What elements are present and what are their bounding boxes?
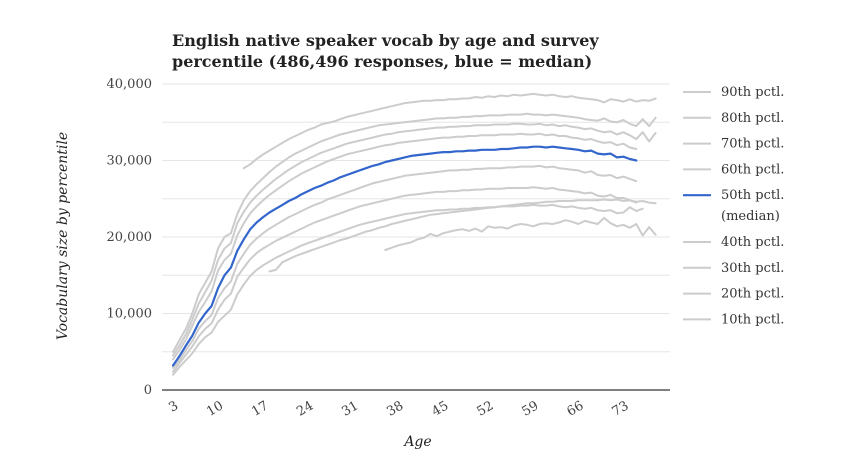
legend-label-secondary: (median)	[721, 209, 780, 224]
legend-item: 20th pctl.	[683, 287, 784, 302]
series-line-80th-pctl	[172, 112, 657, 353]
legend-item: 80th pctl.	[683, 111, 784, 126]
y-tick-label: 0	[144, 383, 152, 398]
legend-label: 30th pctl.	[721, 261, 784, 276]
y-axis-title: Vocabulary size by percentile	[55, 132, 71, 340]
x-tick-labels: 3 10 17 24 31 38 45 52 59 66 73	[166, 398, 631, 419]
legend: 90th pctl. 80th pctl. 70th pctl. 60th pctl.…	[683, 85, 784, 327]
series-line-low-band	[384, 216, 657, 251]
legend-item: 50th pctl. (median)	[683, 188, 784, 224]
legend-label: 20th pctl.	[721, 287, 784, 302]
legend-item: 70th pctl.	[683, 137, 784, 152]
legend-label: 50th pctl.	[721, 188, 784, 203]
y-tick-label: 40,000	[107, 77, 153, 92]
series-lines	[171, 92, 657, 376]
x-tick-label: 31	[339, 398, 361, 419]
legend-label: 40th pctl.	[721, 235, 784, 250]
legend-label: 90th pctl.	[721, 85, 784, 100]
y-tick-label: 30,000	[107, 154, 153, 169]
legend-label: 70th pctl.	[721, 137, 784, 152]
y-tick-label: 20,000	[107, 230, 153, 245]
x-axis-title: Age	[402, 434, 431, 450]
y-tick-label: 10,000	[107, 307, 153, 322]
series-line-30th-pctl	[172, 186, 638, 373]
legend-label: 80th pctl.	[721, 111, 784, 126]
x-tick-label: 66	[565, 398, 587, 419]
x-tick-label: 17	[249, 398, 271, 419]
y-tick-labels: 0 10,000 20,000 30,000 40,000	[107, 77, 153, 398]
series-line-70th-pctl	[172, 122, 657, 357]
series-line-40th-pctl	[172, 164, 638, 369]
gridlines	[162, 83, 670, 391]
x-tick-label: 59	[519, 398, 541, 419]
legend-label: 10th pctl.	[721, 312, 784, 327]
legend-item: 90th pctl.	[683, 85, 784, 100]
series-line-60th-pctl	[172, 132, 638, 361]
series-line-10th-pctl	[268, 198, 657, 273]
x-tick-label: 24	[294, 398, 316, 419]
legend-item: 30th pctl.	[683, 261, 784, 276]
chart-title-line-1: English native speaker vocab by age and …	[172, 31, 599, 50]
chart-title-line-2: percentile (486,496 responses, blue = me…	[172, 52, 592, 71]
series-line-50th-pctl-median	[171, 145, 638, 367]
x-tick-label: 52	[474, 398, 496, 419]
legend-item: 10th pctl.	[683, 312, 784, 327]
series-line-90th-pctl	[242, 92, 657, 170]
x-tick-label: 3	[166, 398, 181, 415]
series-line-20th-pctl	[172, 203, 644, 376]
legend-label: 60th pctl.	[721, 162, 784, 177]
x-tick-label: 10	[204, 398, 226, 419]
x-tick-label: 38	[384, 398, 406, 419]
x-tick-label: 73	[610, 398, 632, 419]
x-tick-label: 45	[429, 398, 451, 419]
legend-item: 40th pctl.	[683, 235, 784, 250]
legend-item: 60th pctl.	[683, 162, 784, 177]
